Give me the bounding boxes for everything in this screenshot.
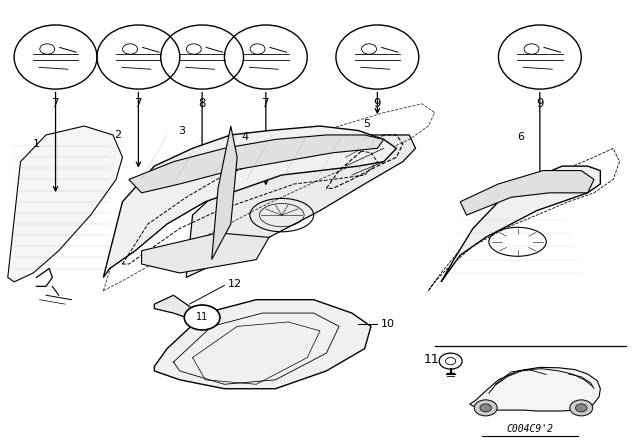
Polygon shape bbox=[186, 135, 415, 277]
Text: 8: 8 bbox=[198, 97, 206, 110]
Text: 2: 2 bbox=[114, 130, 121, 140]
Text: 4: 4 bbox=[241, 132, 248, 142]
Text: 10: 10 bbox=[381, 319, 394, 329]
Text: 7: 7 bbox=[134, 97, 142, 110]
Polygon shape bbox=[8, 126, 122, 282]
Text: 7: 7 bbox=[262, 97, 269, 110]
Text: 9: 9 bbox=[374, 97, 381, 110]
Polygon shape bbox=[212, 126, 237, 260]
Text: 6: 6 bbox=[517, 132, 524, 142]
Polygon shape bbox=[141, 233, 269, 273]
Circle shape bbox=[575, 404, 587, 412]
Circle shape bbox=[184, 305, 220, 330]
Text: 11: 11 bbox=[424, 353, 439, 366]
Text: 11: 11 bbox=[196, 313, 208, 323]
Circle shape bbox=[439, 353, 462, 369]
Polygon shape bbox=[129, 135, 384, 193]
Polygon shape bbox=[103, 126, 396, 277]
Circle shape bbox=[474, 400, 497, 416]
Polygon shape bbox=[154, 295, 193, 318]
Text: 7: 7 bbox=[52, 97, 60, 110]
Circle shape bbox=[570, 400, 593, 416]
Polygon shape bbox=[154, 300, 371, 389]
Text: C004C9'2: C004C9'2 bbox=[507, 424, 554, 434]
Text: 9: 9 bbox=[536, 97, 543, 110]
Polygon shape bbox=[470, 367, 600, 411]
Text: 3: 3 bbox=[178, 125, 185, 135]
Text: 1: 1 bbox=[33, 139, 40, 149]
Text: 5: 5 bbox=[363, 119, 370, 129]
Circle shape bbox=[480, 404, 492, 412]
Polygon shape bbox=[441, 166, 600, 282]
Text: 12: 12 bbox=[228, 279, 242, 289]
Polygon shape bbox=[460, 171, 594, 215]
